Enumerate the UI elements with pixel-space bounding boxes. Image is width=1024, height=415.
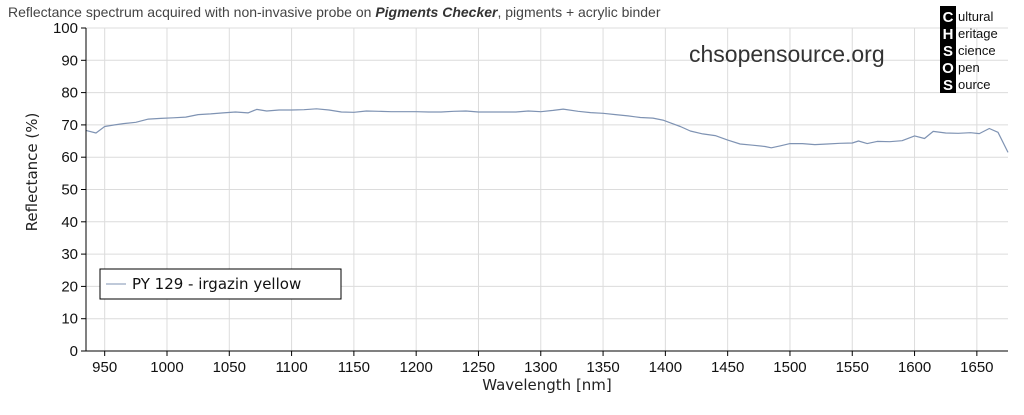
y-tick-label: 70 (61, 117, 78, 134)
x-tick-label: 1300 (524, 359, 557, 376)
legend: PY 129 - irgazin yellow (99, 268, 342, 300)
chart-title-emphasis: Pigments Checker (375, 4, 499, 20)
logo-word: ultural (958, 9, 994, 24)
logo-letter: S (943, 77, 953, 94)
y-tick-label: 90 (61, 52, 78, 69)
x-tick-label: 1500 (773, 359, 806, 376)
grid-lines (86, 27, 1008, 351)
y-tick-label: 50 (61, 182, 78, 199)
x-tick-label: 1650 (960, 359, 993, 376)
logo-word: ource (958, 77, 991, 92)
axes (81, 27, 1008, 356)
series-layer (85, 108, 1009, 153)
legend-box (99, 268, 342, 300)
logo-letter: H (943, 26, 954, 43)
logo-letter: C (943, 9, 954, 26)
chart-title-suffix: , pigments + acrylic binder (497, 4, 660, 20)
y-tick-labels: 0 10 20 30 40 50 60 70 80 90 100 (53, 20, 78, 360)
logo-word: eritage (958, 26, 998, 41)
y-tick-label: 30 (61, 246, 78, 263)
x-axis-label: Wavelength [nm] (482, 376, 612, 394)
x-tick-label: 950 (92, 359, 117, 376)
y-tick-label: 60 (61, 149, 78, 166)
logo-letter: O (942, 60, 954, 77)
watermark-url: chsopensource.org (689, 41, 885, 67)
x-tick-label: 1150 (338, 359, 370, 376)
logo-word: pen (958, 60, 980, 75)
series-line-py129 (85, 108, 1009, 153)
y-tick-label: 0 (70, 343, 78, 360)
y-tick-label: 20 (61, 278, 78, 295)
legend-label: PY 129 - irgazin yellow (132, 275, 301, 293)
x-tick-label: 1000 (150, 359, 183, 376)
chart-title: Reflectance spectrum acquired with non-i… (8, 4, 661, 20)
y-tick-label: 100 (53, 20, 78, 37)
x-tick-labels: 950 1000 1050 1100 1150 1200 1250 1300 1350 1400 1… (92, 359, 993, 376)
x-tick-label: 1100 (275, 359, 307, 376)
y-tick-label: 80 (61, 85, 78, 102)
x-tick-label: 1550 (836, 359, 869, 376)
x-tick-label: 1050 (213, 359, 246, 376)
y-axis-label: Reflectance (%) (23, 113, 41, 232)
logo-word: cience (958, 43, 996, 58)
chart-title-prefix: Reflectance spectrum acquired with non-i… (8, 4, 375, 20)
y-tick-label: 10 (61, 311, 78, 328)
x-tick-label: 1250 (462, 359, 495, 376)
logo-letter: S (943, 43, 953, 60)
x-tick-label: 1450 (711, 359, 744, 376)
x-tick-label: 1600 (898, 359, 931, 376)
logo-letter-column (940, 6, 956, 93)
x-tick-label: 1400 (649, 359, 682, 376)
x-tick-label: 1200 (399, 359, 432, 376)
y-tick-label: 40 (61, 214, 78, 231)
x-tick-label: 1350 (586, 359, 619, 376)
